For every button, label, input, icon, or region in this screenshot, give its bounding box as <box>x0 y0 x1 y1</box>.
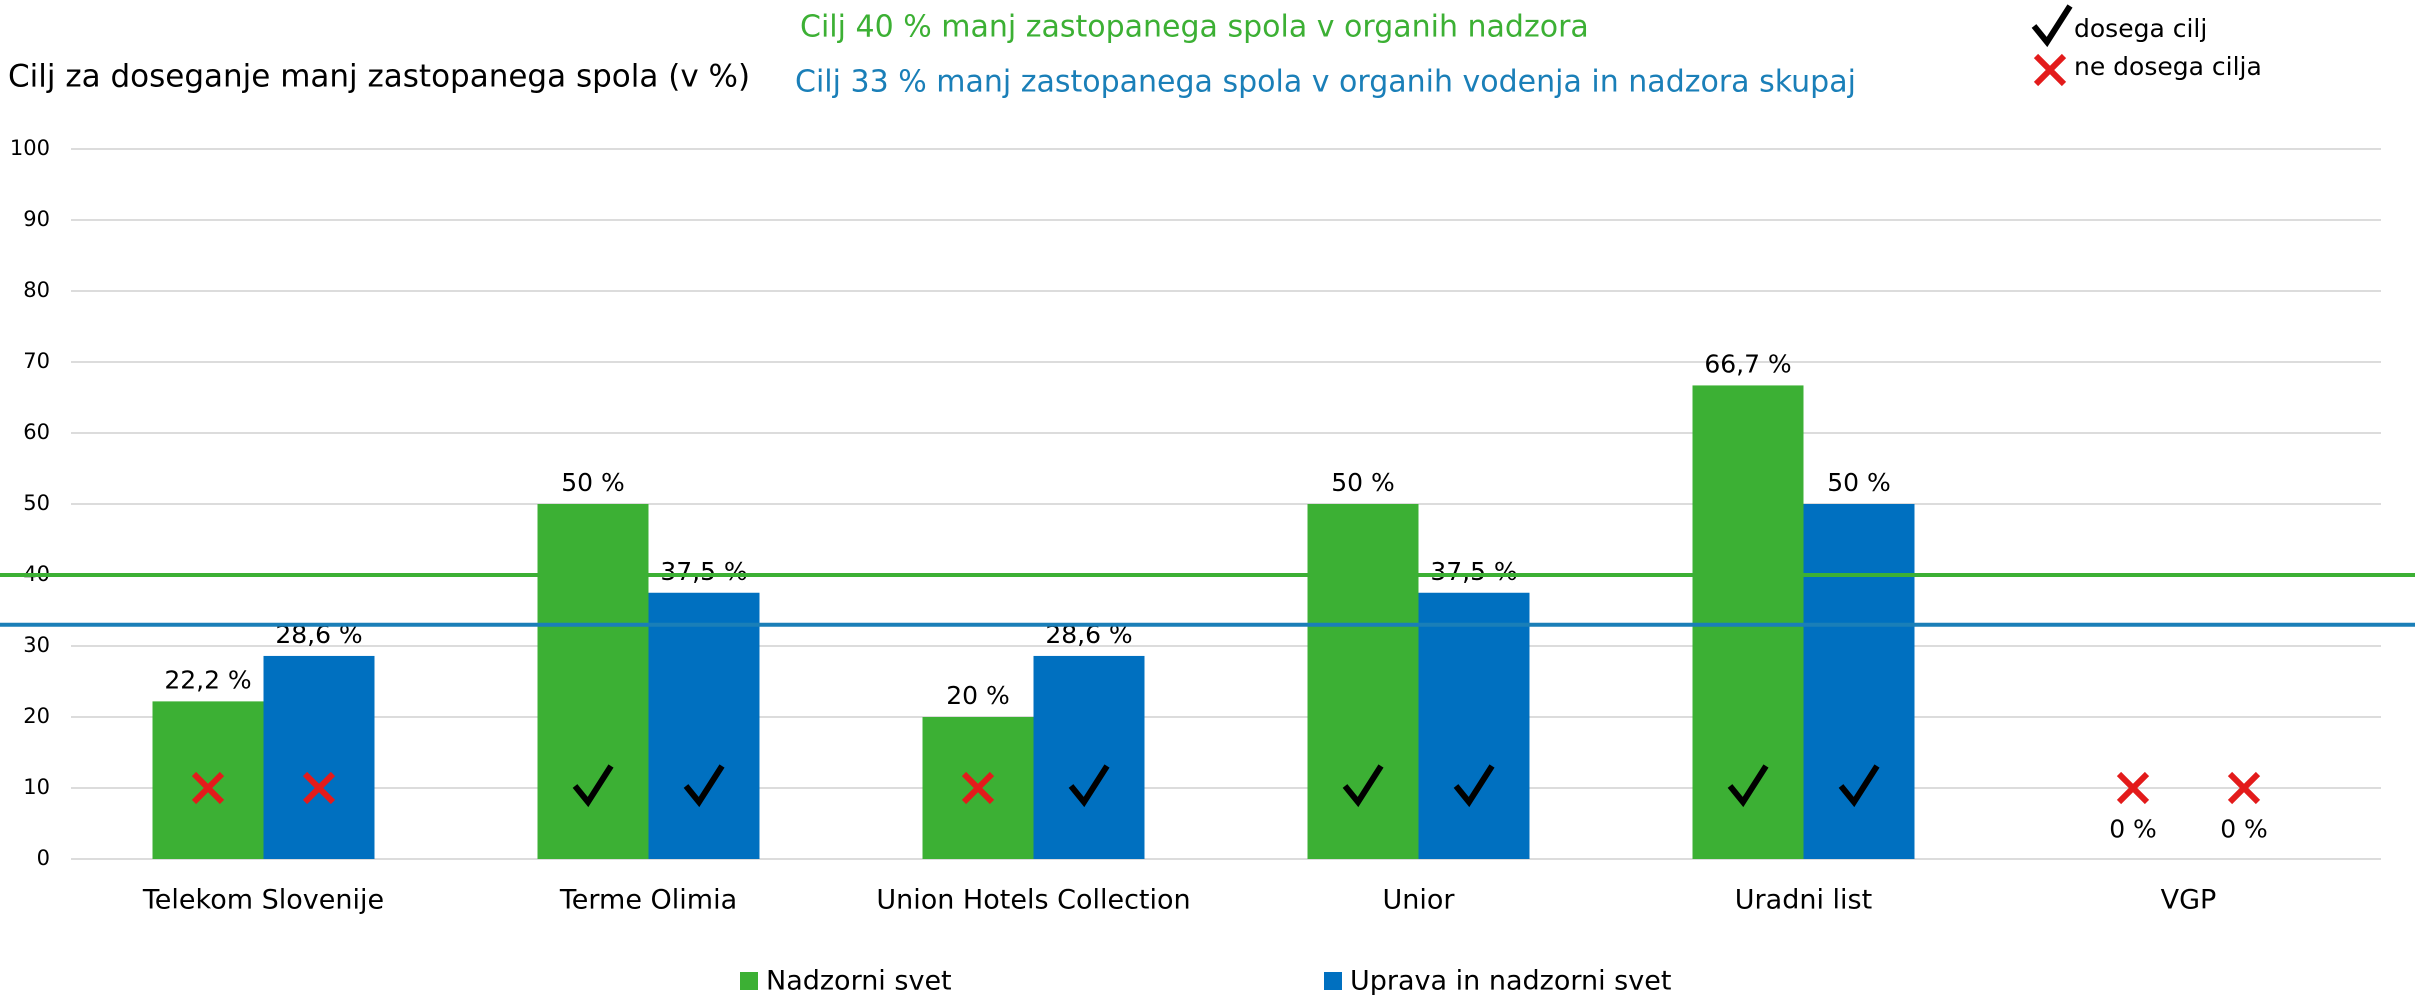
value-label: 20 % <box>946 681 1010 710</box>
bar <box>1418 592 1530 859</box>
legend-label: Nadzorni svet <box>766 966 952 997</box>
bar <box>152 701 264 859</box>
x-tick-label: Union Hotels Collection <box>876 885 1190 916</box>
target-label: Cilj 33 % manj zastopanega spola v organ… <box>795 65 1856 100</box>
check-mark <box>2031 4 2073 48</box>
cross-mark <box>2033 53 2067 87</box>
cross-mark <box>2116 771 2150 805</box>
y-tick-label: 20 <box>23 704 50 728</box>
value-label: 50 % <box>1827 468 1891 497</box>
x-tick-label: Terme Olimia <box>559 885 737 916</box>
legend-label: dosega cilj <box>2074 14 2207 43</box>
legend-label: Uprava in nadzorni svet <box>1350 966 1671 997</box>
y-tick-label: 70 <box>23 349 50 373</box>
y-tick-label: 90 <box>23 207 50 231</box>
target-label: Cilj 40 % manj zastopanega spola v organ… <box>800 10 1589 45</box>
cross-mark <box>302 771 336 805</box>
value-label: 50 % <box>561 468 625 497</box>
check-mark <box>1342 764 1384 808</box>
bar <box>1033 655 1145 859</box>
bar <box>1307 504 1419 859</box>
y-tick-label: 0 <box>37 846 50 870</box>
y-tick-label: 100 <box>10 136 50 160</box>
value-label: 37,5 % <box>660 557 747 586</box>
value-label: 66,7 % <box>1704 349 1791 378</box>
chart-title: Cilj za doseganje manj zastopanega spola… <box>8 59 750 95</box>
x-tick-label: VGP <box>2161 885 2217 916</box>
x-tick-label: Uradni list <box>1735 885 1872 916</box>
value-label: 0 % <box>2109 815 2157 844</box>
cross-mark <box>191 771 225 805</box>
y-tick-label: 30 <box>23 633 50 657</box>
check-mark <box>683 764 725 808</box>
bar <box>648 592 760 859</box>
check-mark <box>1068 764 1110 808</box>
value-label: 0 % <box>2220 815 2268 844</box>
y-tick-label: 10 <box>23 775 50 799</box>
value-label: 50 % <box>1331 468 1395 497</box>
check-mark <box>572 764 614 808</box>
cross-mark <box>2227 771 2261 805</box>
legend-swatch <box>1324 972 1342 990</box>
legend-label: ne dosega cilja <box>2074 52 2262 81</box>
bar <box>263 655 375 859</box>
check-mark <box>1727 764 1769 808</box>
cross-mark <box>961 771 995 805</box>
bar <box>1803 504 1915 859</box>
y-tick-label: 50 <box>23 491 50 515</box>
legend-swatch <box>740 972 758 990</box>
x-tick-label: Telekom Slovenije <box>142 885 384 916</box>
check-mark <box>1453 764 1495 808</box>
bar <box>537 504 649 859</box>
y-tick-label: 60 <box>23 420 50 444</box>
check-mark <box>1838 764 1880 808</box>
y-tick-label: 80 <box>23 278 50 302</box>
x-tick-label: Unior <box>1383 885 1456 916</box>
value-label: 22,2 % <box>164 665 251 694</box>
bar <box>1692 385 1804 859</box>
value-label: 37,5 % <box>1430 557 1517 586</box>
